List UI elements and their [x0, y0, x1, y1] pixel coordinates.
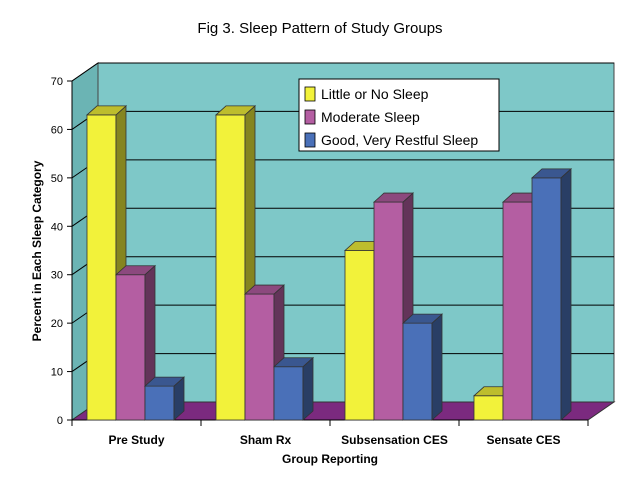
x-tick-label: Subsensation CES [341, 433, 448, 447]
bar [531, 177, 562, 421]
x-axis-label: Group Reporting [282, 452, 378, 466]
chart-title: Fig 3. Sleep Pattern of Study Groups [197, 20, 442, 37]
bar [344, 250, 375, 421]
bar-side [431, 313, 443, 421]
bar-top [85, 105, 128, 116]
bar-top [114, 265, 157, 276]
y-tick-label: 70 [51, 76, 63, 88]
bar [373, 201, 404, 421]
y-tick-label: 20 [51, 318, 63, 330]
bar [215, 114, 246, 421]
bar-top [272, 357, 315, 368]
bar-side [302, 356, 314, 421]
legend-label: Good, Very Restful Sleep [321, 132, 478, 148]
legend-swatch [304, 86, 316, 102]
y-tick-label: 30 [51, 270, 63, 282]
legend-label: Little or No Sleep [321, 86, 429, 102]
bar [86, 114, 117, 421]
bar-top [401, 313, 444, 324]
bar [115, 274, 146, 421]
y-tick-label: 0 [57, 415, 63, 427]
x-tick-label: Pre Study [108, 433, 164, 447]
bar-top [243, 284, 286, 295]
y-tick-label: 40 [51, 221, 63, 233]
legend-box [298, 78, 500, 152]
x-tick-label: Sensate CES [486, 433, 560, 447]
bar [273, 366, 304, 421]
y-axis-label: Percent in Each Sleep Category [30, 160, 44, 341]
bar [402, 322, 433, 421]
gridline-side [71, 62, 99, 82]
bar-top [372, 192, 415, 203]
bar [244, 293, 275, 421]
legend-swatch [304, 132, 316, 148]
y-tick-label: 10 [51, 367, 63, 379]
x-tick-label: Sham Rx [240, 433, 292, 447]
bar-top [143, 376, 186, 387]
y-tick-label: 60 [51, 124, 63, 136]
bar-top [530, 168, 573, 179]
bar [473, 395, 504, 421]
y-tick-label: 50 [51, 173, 63, 185]
bar-side [560, 167, 572, 421]
bar-top [214, 105, 257, 116]
plot-area: 0 10 20 30 40 50 60 70 Pre Study Sham Rx Subsensat… [51, 62, 616, 447]
legend-label: Moderate Sleep [321, 109, 420, 125]
legend-swatch [304, 109, 316, 125]
bar [502, 201, 533, 421]
bar [144, 385, 175, 421]
